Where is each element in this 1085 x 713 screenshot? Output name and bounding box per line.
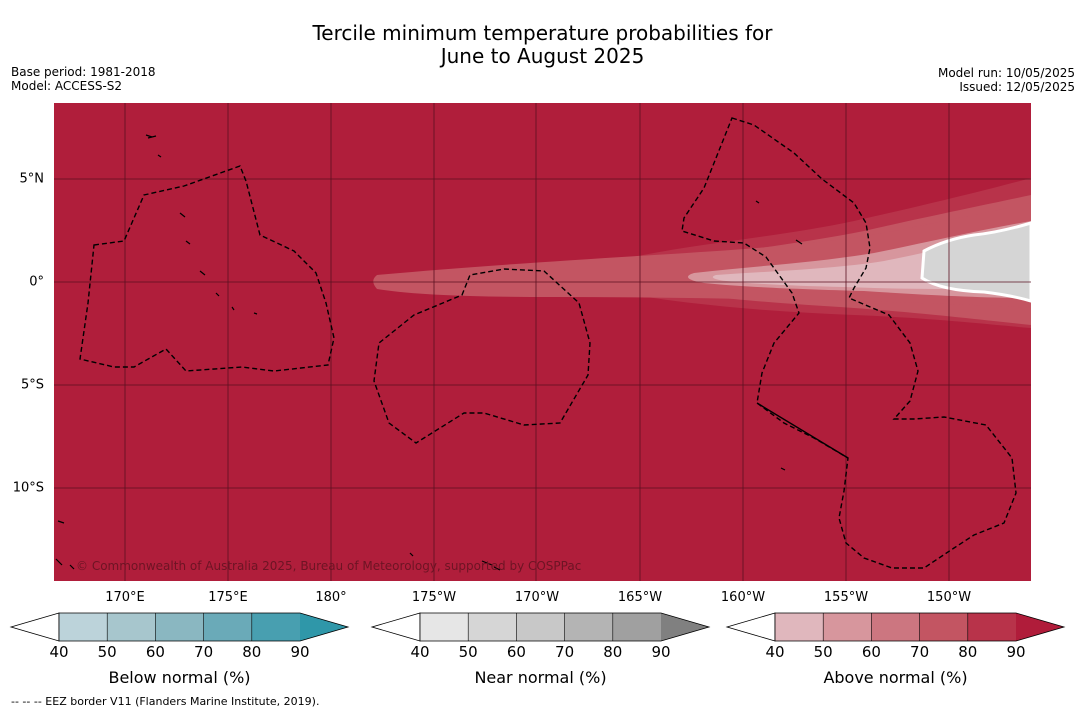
island-coastlines	[55, 134, 803, 571]
colorbar-segment	[612, 613, 661, 641]
colorbar-over-triangle	[300, 613, 348, 641]
meta-left: Base period: 1981-2018 Model: ACCESS-S2	[11, 65, 156, 93]
colorbar-outline	[419, 612, 711, 642]
map-background	[54, 103, 1031, 581]
colorbar-segment	[516, 613, 565, 641]
island-mark	[231, 306, 235, 311]
colorbar-segment	[775, 613, 824, 641]
colorbar-tick-label: 40	[765, 643, 785, 661]
lon-label-160W: 160°W	[720, 590, 766, 605]
island-mark	[780, 467, 786, 471]
colorbar-tick-label: 90	[290, 643, 310, 661]
colorbar-segment	[468, 613, 517, 641]
colorbar-segment	[203, 613, 252, 641]
colorbar-tick-label: 80	[958, 643, 978, 661]
colorbar-segment	[919, 613, 968, 641]
colorbar-tick-label: 60	[861, 643, 881, 661]
lat-label-5N: 5°N	[19, 171, 45, 187]
colorbar-segment	[871, 613, 920, 641]
island-mark	[215, 292, 220, 297]
colorbar-title: Above normal (%)	[823, 668, 968, 687]
lon-label-180: 180°	[315, 590, 347, 605]
colorbar-over-triangle	[1016, 613, 1064, 641]
colorbar-outline	[774, 612, 1066, 642]
island-mark	[147, 135, 157, 139]
eez-footnote: -- -- -- EEZ border V11 (Flanders Marine…	[11, 695, 320, 708]
island-mark	[493, 566, 501, 571]
lon-label-165W: 165°W	[617, 590, 663, 605]
colorbar-segment	[59, 613, 108, 641]
colorbar-tick-label: 40	[49, 643, 69, 661]
island-mark	[179, 212, 186, 218]
colorbar-under-triangle	[370, 612, 421, 642]
island-mark	[157, 154, 162, 158]
island-mark	[199, 270, 206, 276]
lon-label-170E: 170°E	[105, 590, 145, 605]
island-mark	[55, 558, 63, 566]
lat-label-5S: 5°S	[20, 377, 44, 393]
lat-label-0: 0°	[29, 274, 44, 290]
lon-label-175E: 175°E	[208, 590, 248, 605]
lon-label-170W: 170°W	[514, 590, 560, 605]
island-mark	[481, 560, 493, 566]
colorbar-segment	[251, 613, 300, 641]
colorbar-tick-label: 80	[603, 643, 623, 661]
colorbar-segment	[967, 613, 1016, 641]
colorbar-tick-label: 50	[458, 643, 478, 661]
colorbar-tick-label: 70	[910, 643, 930, 661]
colorbar-tick-label: 50	[813, 643, 833, 661]
model-text: Model: ACCESS-S2	[11, 79, 123, 93]
base-period-text: Base period: 1981-2018	[11, 65, 156, 79]
maritime-boundary	[756, 402, 849, 459]
colorbar-tick-label: 60	[145, 643, 165, 661]
colorbar-segment	[564, 613, 613, 641]
eez-phoenix	[373, 268, 591, 444]
chart-title: Tercile minimum temperature probabilitie…	[0, 22, 1085, 68]
eez-borders	[79, 117, 1017, 569]
lon-label-175W: 175°W	[411, 590, 457, 605]
island-mark	[409, 552, 414, 557]
lat-label-10S: 10°S	[12, 480, 44, 496]
island-mark	[185, 240, 191, 245]
colorbar-segment	[420, 613, 469, 641]
colorbar-strip	[9, 612, 1066, 642]
colorbar-title: Below normal (%)	[108, 668, 251, 687]
title-line-1: Tercile minimum temperature probabilitie…	[312, 21, 773, 45]
colorbar-tick-label: 70	[555, 643, 575, 661]
colorbar-under-triangle	[725, 612, 776, 642]
colorbar-tick-label: 90	[1006, 643, 1026, 661]
colorbar-outline	[58, 612, 350, 642]
title-line-2: June to August 2025	[440, 44, 645, 68]
colorbar-title: Near normal (%)	[474, 668, 607, 687]
colorbar-tick-label: 50	[97, 643, 117, 661]
meta-right: Model run: 10/05/2025 Issued: 12/05/2025	[938, 66, 1075, 94]
colorbar-segment	[107, 613, 156, 641]
lon-label-155W: 155°W	[823, 590, 869, 605]
colorbar-segment	[823, 613, 872, 641]
colorbar-tick-label: 70	[194, 643, 214, 661]
model-run-text: Model run: 10/05/2025	[937, 66, 1075, 80]
graticule	[54, 103, 1031, 581]
colorbar-tick-label: 40	[410, 643, 430, 661]
island-mark	[69, 564, 75, 570]
colorbar-tick-label: 90	[651, 643, 671, 661]
island-mark	[755, 200, 760, 204]
colorbar-segment	[155, 613, 204, 641]
map-credit: © Commonwealth of Australia 2025, Bureau…	[76, 559, 581, 573]
colorbar-under-triangle	[9, 612, 60, 642]
probability-map: © Commonwealth of Australia 2025, Bureau…	[54, 103, 1031, 581]
island-mark	[57, 520, 65, 524]
island-mark	[795, 239, 803, 245]
issued-text: Issued: 12/05/2025	[959, 80, 1075, 94]
lon-label-150W: 150°W	[926, 590, 972, 605]
colorbar-over-triangle	[661, 613, 709, 641]
colorbar-tick-label: 80	[242, 643, 262, 661]
eez-line-islands	[681, 117, 1017, 569]
island-mark	[253, 312, 258, 315]
colorbar-tick-label: 60	[506, 643, 526, 661]
